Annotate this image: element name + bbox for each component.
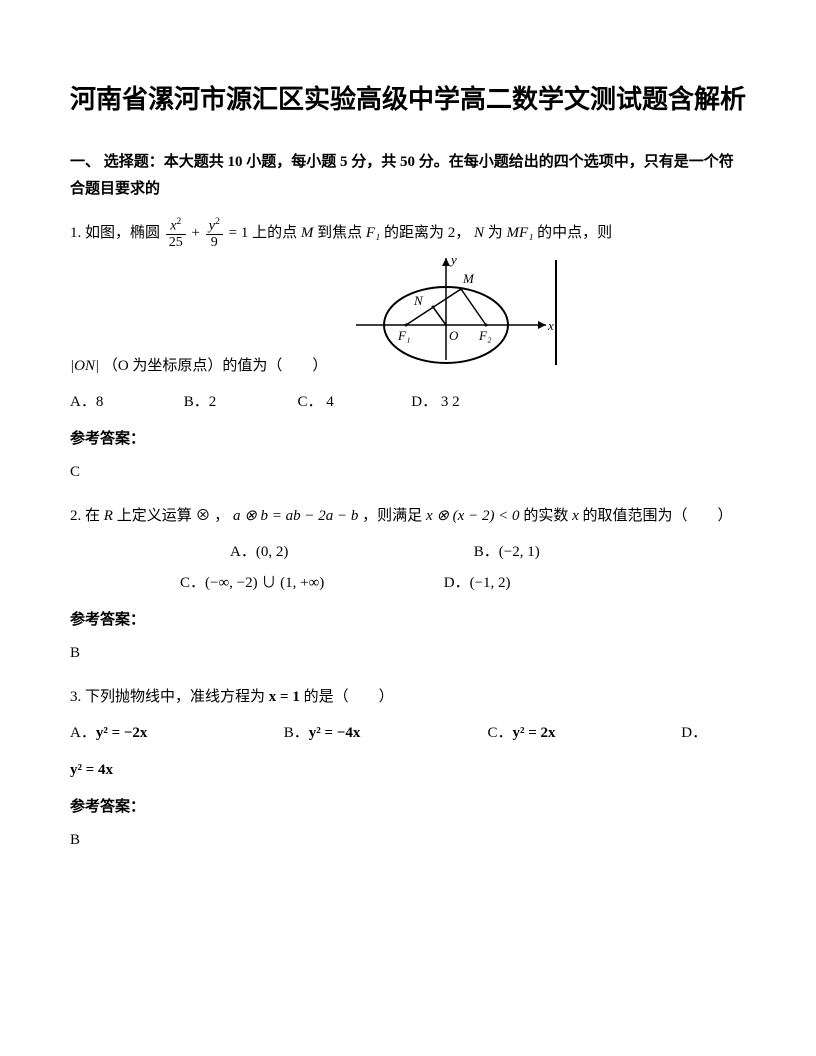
q3-ans-label: 参考答案：	[70, 794, 746, 821]
q2-opt-c: C．(−∞, −2) ∪ (1, +∞)	[180, 570, 440, 597]
q1-M: M	[301, 225, 314, 241]
q3-ans: B	[70, 827, 746, 854]
q2-ans-label: 参考答案：	[70, 607, 746, 634]
svg-text:y: y	[449, 252, 457, 267]
q1-mid5: 的中点，则	[537, 225, 612, 241]
q1-ON: |ON|	[70, 358, 99, 374]
q1-tail: （O 为坐标原点）的值为（ ）	[103, 358, 328, 374]
q2-opt-b: B．(−2, 1)	[474, 544, 540, 560]
q2-ans: B	[70, 640, 746, 667]
q1-N: N	[474, 225, 484, 241]
q2-def: a ⊗ b = ab − 2a − b	[233, 508, 358, 524]
q1-mid3: 的距离为 2，	[384, 225, 470, 241]
svg-text:M: M	[462, 271, 475, 286]
svg-text:O: O	[449, 328, 459, 343]
q2-opt-a: A．(0, 2)	[230, 539, 470, 566]
q1-opt-a: A．8	[70, 389, 180, 416]
q3-cond: x = 1	[269, 689, 300, 705]
page-title: 河南省漯河市源汇区实验高级中学高二数学文测试题含解析	[70, 80, 746, 119]
q1-ans: C	[70, 459, 746, 486]
q3-opt-c: C．y² = 2x	[488, 720, 678, 747]
q2-options: A．(0, 2) B．(−2, 1) C．(−∞, −2) ∪ (1, +∞) …	[70, 539, 746, 597]
q1-opt-b: B．2	[184, 389, 294, 416]
q1-diagram: M N F₁ F₂ O x y	[351, 250, 561, 383]
svg-text:N: N	[413, 293, 424, 308]
q3-opt-d-value: y² = 4x	[70, 757, 746, 784]
q1-opt-c: C． 4	[298, 389, 408, 416]
q1-opt-d: D． 3 2	[411, 389, 459, 416]
question-1: 1. 如图，椭圆 x2 25 + y2 9 = 1 上的点 M 到焦点 F₁ 的…	[70, 217, 746, 383]
q3-opt-b: B．y² = −4x	[284, 720, 484, 747]
q3-options: A．y² = −2x B．y² = −4x C．y² = 2x D．	[70, 720, 746, 747]
q3-opt-a: A．y² = −2x	[70, 720, 280, 747]
q2-opt-d: D．(−1, 2)	[444, 575, 511, 591]
q1-ans-label: 参考答案：	[70, 426, 746, 453]
q2-cond: x ⊗ (x − 2) < 0	[426, 508, 520, 524]
q1-MF1: MF₁	[507, 225, 534, 241]
question-2: 2. 在 R 上定义运算 ⊗ ， a ⊗ b = ab − 2a − b ，则满…	[70, 500, 746, 533]
q1-mid2: 到焦点	[317, 225, 366, 241]
q1-frac-a: x2 25	[166, 217, 186, 250]
svg-text:F₂: F₂	[478, 328, 492, 343]
svg-text:x: x	[547, 318, 554, 333]
q1-F1: F₁	[366, 225, 380, 241]
q1-options: A．8 B．2 C． 4 D． 3 2	[70, 389, 746, 416]
q1-pre: 1. 如图，椭圆	[70, 225, 160, 241]
q1-frac-b: y2 9	[206, 217, 223, 250]
q1-opt-d-frac: 3 2	[441, 394, 460, 410]
svg-text:F₁: F₁	[397, 328, 410, 343]
section-heading: 一、 选择题：本大题共 10 小题，每小题 5 分，共 50 分。在每小题给出的…	[70, 149, 746, 203]
question-3: 3. 下列抛物线中，准线方程为 x = 1 的是（ ）	[70, 681, 746, 714]
q3-opt-d-label: D．	[681, 720, 707, 747]
page-root: 河南省漯河市源汇区实验高级中学高二数学文测试题含解析 一、 选择题：本大题共 1…	[0, 0, 816, 908]
q1-mid1: 上的点	[252, 225, 301, 241]
q1-mid4: 为	[488, 225, 507, 241]
